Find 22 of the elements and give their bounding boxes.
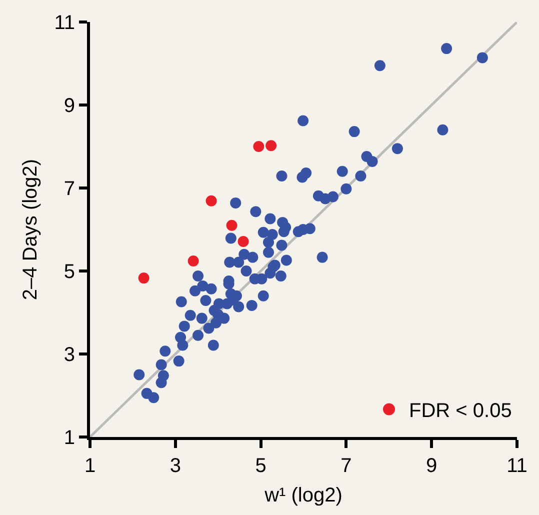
x-tick-label: 1 <box>84 455 96 477</box>
point <box>266 140 277 152</box>
y-tick-label: 7 <box>64 178 75 200</box>
point <box>206 195 217 206</box>
x-tick-label: 7 <box>340 455 352 477</box>
legend-label: FDR < 0.05 <box>409 400 512 422</box>
x-tick-label: 9 <box>426 455 438 477</box>
point <box>138 272 150 284</box>
y-tick-label: 5 <box>64 261 75 283</box>
y-axis-title: 2–4 Days (log2) <box>20 158 42 300</box>
point <box>238 236 249 248</box>
y-tick-label: 1 <box>64 427 75 449</box>
y-tick-label: 3 <box>64 344 75 366</box>
x-axis-title: w¹ (log2) <box>264 484 342 506</box>
y-tick-label: 9 <box>64 95 75 117</box>
point <box>226 220 238 231</box>
y-tick-label: 11 <box>54 12 75 34</box>
point <box>253 141 264 152</box>
x-tick-label: 11 <box>506 455 528 477</box>
x-tick-label: 5 <box>255 455 266 477</box>
x-tick-label: 3 <box>170 455 181 477</box>
point <box>188 256 199 267</box>
